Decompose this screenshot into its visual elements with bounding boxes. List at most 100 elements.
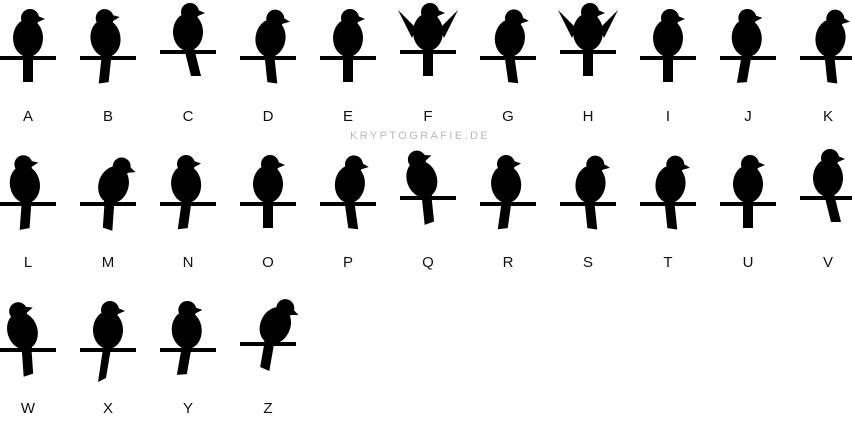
bird-beak bbox=[30, 160, 39, 167]
bird-beak bbox=[38, 16, 45, 22]
bird-torso bbox=[334, 165, 365, 204]
cipher-letter-label: M bbox=[101, 254, 115, 271]
bird-beak bbox=[513, 161, 522, 168]
bird-leg bbox=[22, 344, 27, 351]
bird-tail bbox=[736, 49, 753, 83]
cipher-symbol-a: A bbox=[0, 0, 68, 140]
bird-wing-right bbox=[600, 10, 618, 38]
cipher-letter-label: G bbox=[502, 108, 514, 125]
bird-beak bbox=[758, 162, 765, 168]
bird-leg bbox=[103, 52, 107, 58]
cipher-letter-label: N bbox=[182, 254, 194, 271]
bird-body bbox=[655, 155, 690, 230]
cipher-letter-label: Y bbox=[182, 400, 193, 417]
bird-leg bbox=[190, 46, 192, 51]
bird-torso bbox=[733, 165, 763, 203]
bird-tail bbox=[343, 195, 359, 230]
bird-leg bbox=[663, 197, 667, 203]
bird-silhouette-icon bbox=[160, 3, 216, 76]
bird-leg bbox=[428, 190, 433, 197]
bird-leg bbox=[349, 198, 353, 204]
bird-body bbox=[815, 9, 850, 84]
bird-torso bbox=[171, 311, 202, 350]
cipher-letter-label: K bbox=[822, 108, 833, 125]
bird-torso bbox=[90, 19, 121, 58]
bird-leg bbox=[29, 197, 33, 203]
bird-head bbox=[181, 3, 199, 21]
bird-body bbox=[494, 9, 529, 84]
bird-leg bbox=[503, 51, 507, 57]
bird-beak bbox=[838, 156, 845, 162]
cipher-letter-label: T bbox=[663, 254, 673, 271]
bird-head bbox=[14, 155, 33, 174]
bird-beak bbox=[842, 17, 850, 24]
cipher-symbol-u: U bbox=[708, 146, 788, 286]
bird-beak bbox=[198, 10, 205, 16]
bird-leg bbox=[350, 52, 352, 57]
cipher-letter-label: R bbox=[502, 254, 514, 271]
bird-beak bbox=[678, 16, 685, 22]
bird-silhouette-icon bbox=[0, 302, 56, 377]
bird-torso bbox=[98, 166, 129, 204]
cipher-letter-label: H bbox=[582, 108, 594, 125]
bird-silhouette-icon bbox=[480, 154, 536, 230]
cipher-letter-label: E bbox=[342, 108, 353, 125]
bird-beak bbox=[598, 10, 605, 16]
cipher-symbol-h: H bbox=[548, 0, 628, 140]
bird-beak bbox=[118, 308, 125, 314]
bird-head bbox=[112, 157, 131, 176]
bird-tail bbox=[503, 49, 519, 84]
bird-head bbox=[586, 155, 605, 174]
bird-leg bbox=[270, 198, 272, 203]
cipher-symbol-k: K bbox=[788, 0, 852, 140]
bird-leg bbox=[269, 339, 274, 345]
bird-torso bbox=[333, 19, 363, 57]
bird-head bbox=[741, 155, 759, 173]
bird-tail bbox=[21, 340, 34, 377]
bird-body bbox=[9, 155, 41, 230]
bird-silhouette-icon bbox=[160, 300, 216, 375]
bird-body bbox=[653, 9, 685, 82]
bird-leg bbox=[509, 52, 513, 58]
cipher-symbol-i: I bbox=[628, 0, 708, 140]
bird-torso bbox=[653, 19, 683, 57]
bird-tail bbox=[743, 196, 753, 228]
bird-leg bbox=[422, 192, 427, 199]
bird-silhouette-icon bbox=[80, 157, 136, 231]
bird-body bbox=[90, 9, 121, 84]
bird-beak bbox=[438, 10, 445, 16]
bird-leg bbox=[103, 196, 108, 203]
cipher-letter-label: B bbox=[102, 108, 113, 125]
bird-tail bbox=[583, 44, 593, 76]
cipher-letter-label: X bbox=[102, 400, 113, 417]
bird-torso bbox=[13, 19, 43, 57]
bird-leg bbox=[104, 344, 106, 349]
bird-leg bbox=[424, 46, 426, 51]
bird-head bbox=[261, 155, 279, 173]
bird-torso bbox=[253, 165, 283, 203]
bird-beak bbox=[282, 17, 290, 24]
bird-head bbox=[504, 9, 523, 28]
bird-tail bbox=[263, 49, 278, 84]
bird-cipher-page: { "watermark": "KRYPTOGRAFIE.DE", "ink_c… bbox=[0, 0, 852, 417]
bird-head bbox=[497, 154, 516, 173]
bird-leg bbox=[664, 52, 666, 57]
bird-torso bbox=[406, 160, 438, 198]
bird-head bbox=[407, 150, 426, 169]
bird-leg bbox=[344, 52, 346, 57]
bird-body bbox=[173, 3, 205, 76]
bird-head bbox=[421, 3, 439, 21]
bird-head bbox=[266, 9, 285, 28]
bird-leg bbox=[183, 344, 187, 350]
bird-tail bbox=[663, 195, 678, 230]
bird-body bbox=[171, 300, 203, 375]
cipher-symbol-n: N bbox=[148, 146, 228, 286]
cipher-letter-label: O bbox=[262, 254, 274, 271]
bird-wing-left bbox=[558, 10, 576, 38]
bird-leg bbox=[263, 336, 268, 343]
bird-head bbox=[177, 154, 196, 173]
bird-body bbox=[334, 155, 369, 230]
bird-head bbox=[661, 9, 679, 27]
bird-body bbox=[98, 157, 136, 231]
bird-silhouette-icon bbox=[560, 155, 616, 230]
